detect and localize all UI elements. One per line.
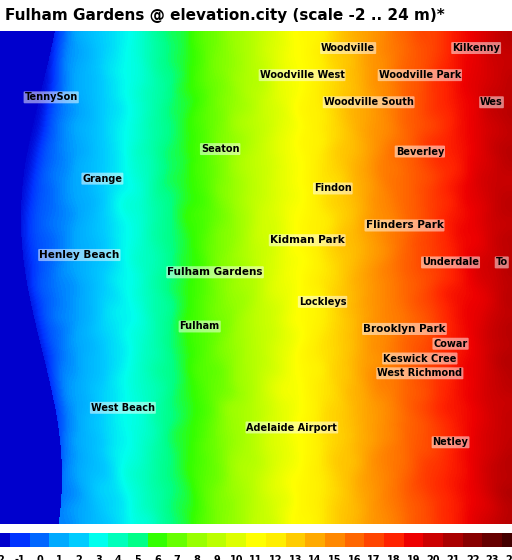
Bar [403,533,423,547]
Text: 24: 24 [505,554,512,560]
Bar [305,533,325,547]
Text: 14: 14 [308,554,322,560]
Text: 16: 16 [348,554,361,560]
Text: 23: 23 [485,554,499,560]
Text: Brooklyn Park: Brooklyn Park [363,324,446,334]
Text: 15: 15 [328,554,342,560]
Text: 0: 0 [36,554,43,560]
Text: 3: 3 [95,554,102,560]
Text: Kidman Park: Kidman Park [270,235,345,245]
Text: Underdale: Underdale [422,258,479,268]
Text: 7: 7 [174,554,181,560]
Text: 17: 17 [368,554,381,560]
Bar [286,533,305,547]
Bar [128,533,147,547]
Bar [246,533,266,547]
Text: 8: 8 [194,554,200,560]
Text: Wes: Wes [480,97,503,108]
Text: 4: 4 [115,554,121,560]
Bar [463,533,482,547]
Bar [365,533,384,547]
Bar [49,533,69,547]
Text: 12: 12 [269,554,283,560]
Text: 2: 2 [75,554,82,560]
Text: Beverley: Beverley [396,147,444,157]
Text: -2: -2 [0,554,5,560]
Text: Henley Beach: Henley Beach [39,250,119,260]
Bar [207,533,226,547]
Bar [443,533,463,547]
Text: Adelaide Airport: Adelaide Airport [246,422,337,432]
Bar [226,533,246,547]
Text: 6: 6 [154,554,161,560]
Bar [30,533,49,547]
Text: 11: 11 [249,554,263,560]
Text: Grange: Grange [82,174,122,184]
Text: 1: 1 [56,554,62,560]
Bar [266,533,286,547]
Bar [502,533,512,547]
Text: TennySon: TennySon [25,92,78,102]
Bar [384,533,403,547]
Bar [423,533,443,547]
Text: Woodville West: Woodville West [260,70,345,80]
Text: -1: -1 [14,554,25,560]
Bar [0,533,10,547]
Text: Netley: Netley [433,437,468,447]
Text: To: To [496,258,508,268]
Bar [167,533,187,547]
Text: Seaton: Seaton [201,144,240,154]
Text: 10: 10 [229,554,243,560]
Text: 5: 5 [135,554,141,560]
Text: 22: 22 [466,554,479,560]
Text: Kilkenny: Kilkenny [452,43,500,53]
Bar [109,533,128,547]
Text: Cowar: Cowar [434,339,467,349]
Text: 19: 19 [407,554,420,560]
Bar [10,533,30,547]
Bar [69,533,89,547]
Text: Fulham Gardens @ elevation.city (scale -2 .. 24 m)*: Fulham Gardens @ elevation.city (scale -… [5,8,445,23]
Text: Woodville: Woodville [321,43,375,53]
Text: Fulham Gardens: Fulham Gardens [167,267,263,277]
Text: Findon: Findon [314,184,352,194]
Text: Flinders Park: Flinders Park [366,221,443,231]
Text: 21: 21 [446,554,460,560]
Text: West Beach: West Beach [91,403,155,413]
Bar [345,533,365,547]
Bar [89,533,109,547]
Text: Lockleys: Lockleys [299,297,346,307]
Bar [325,533,345,547]
Text: Woodville South: Woodville South [324,97,414,108]
Text: 18: 18 [387,554,401,560]
Bar [187,533,207,547]
Text: 20: 20 [426,554,440,560]
Text: Woodville Park: Woodville Park [379,70,461,80]
Text: West Richmond: West Richmond [377,368,462,379]
Bar [147,533,167,547]
Bar [482,533,502,547]
Text: 9: 9 [213,554,220,560]
Text: Keswick Cree: Keswick Cree [383,353,457,363]
Text: Fulham: Fulham [180,321,220,332]
Text: 13: 13 [289,554,302,560]
